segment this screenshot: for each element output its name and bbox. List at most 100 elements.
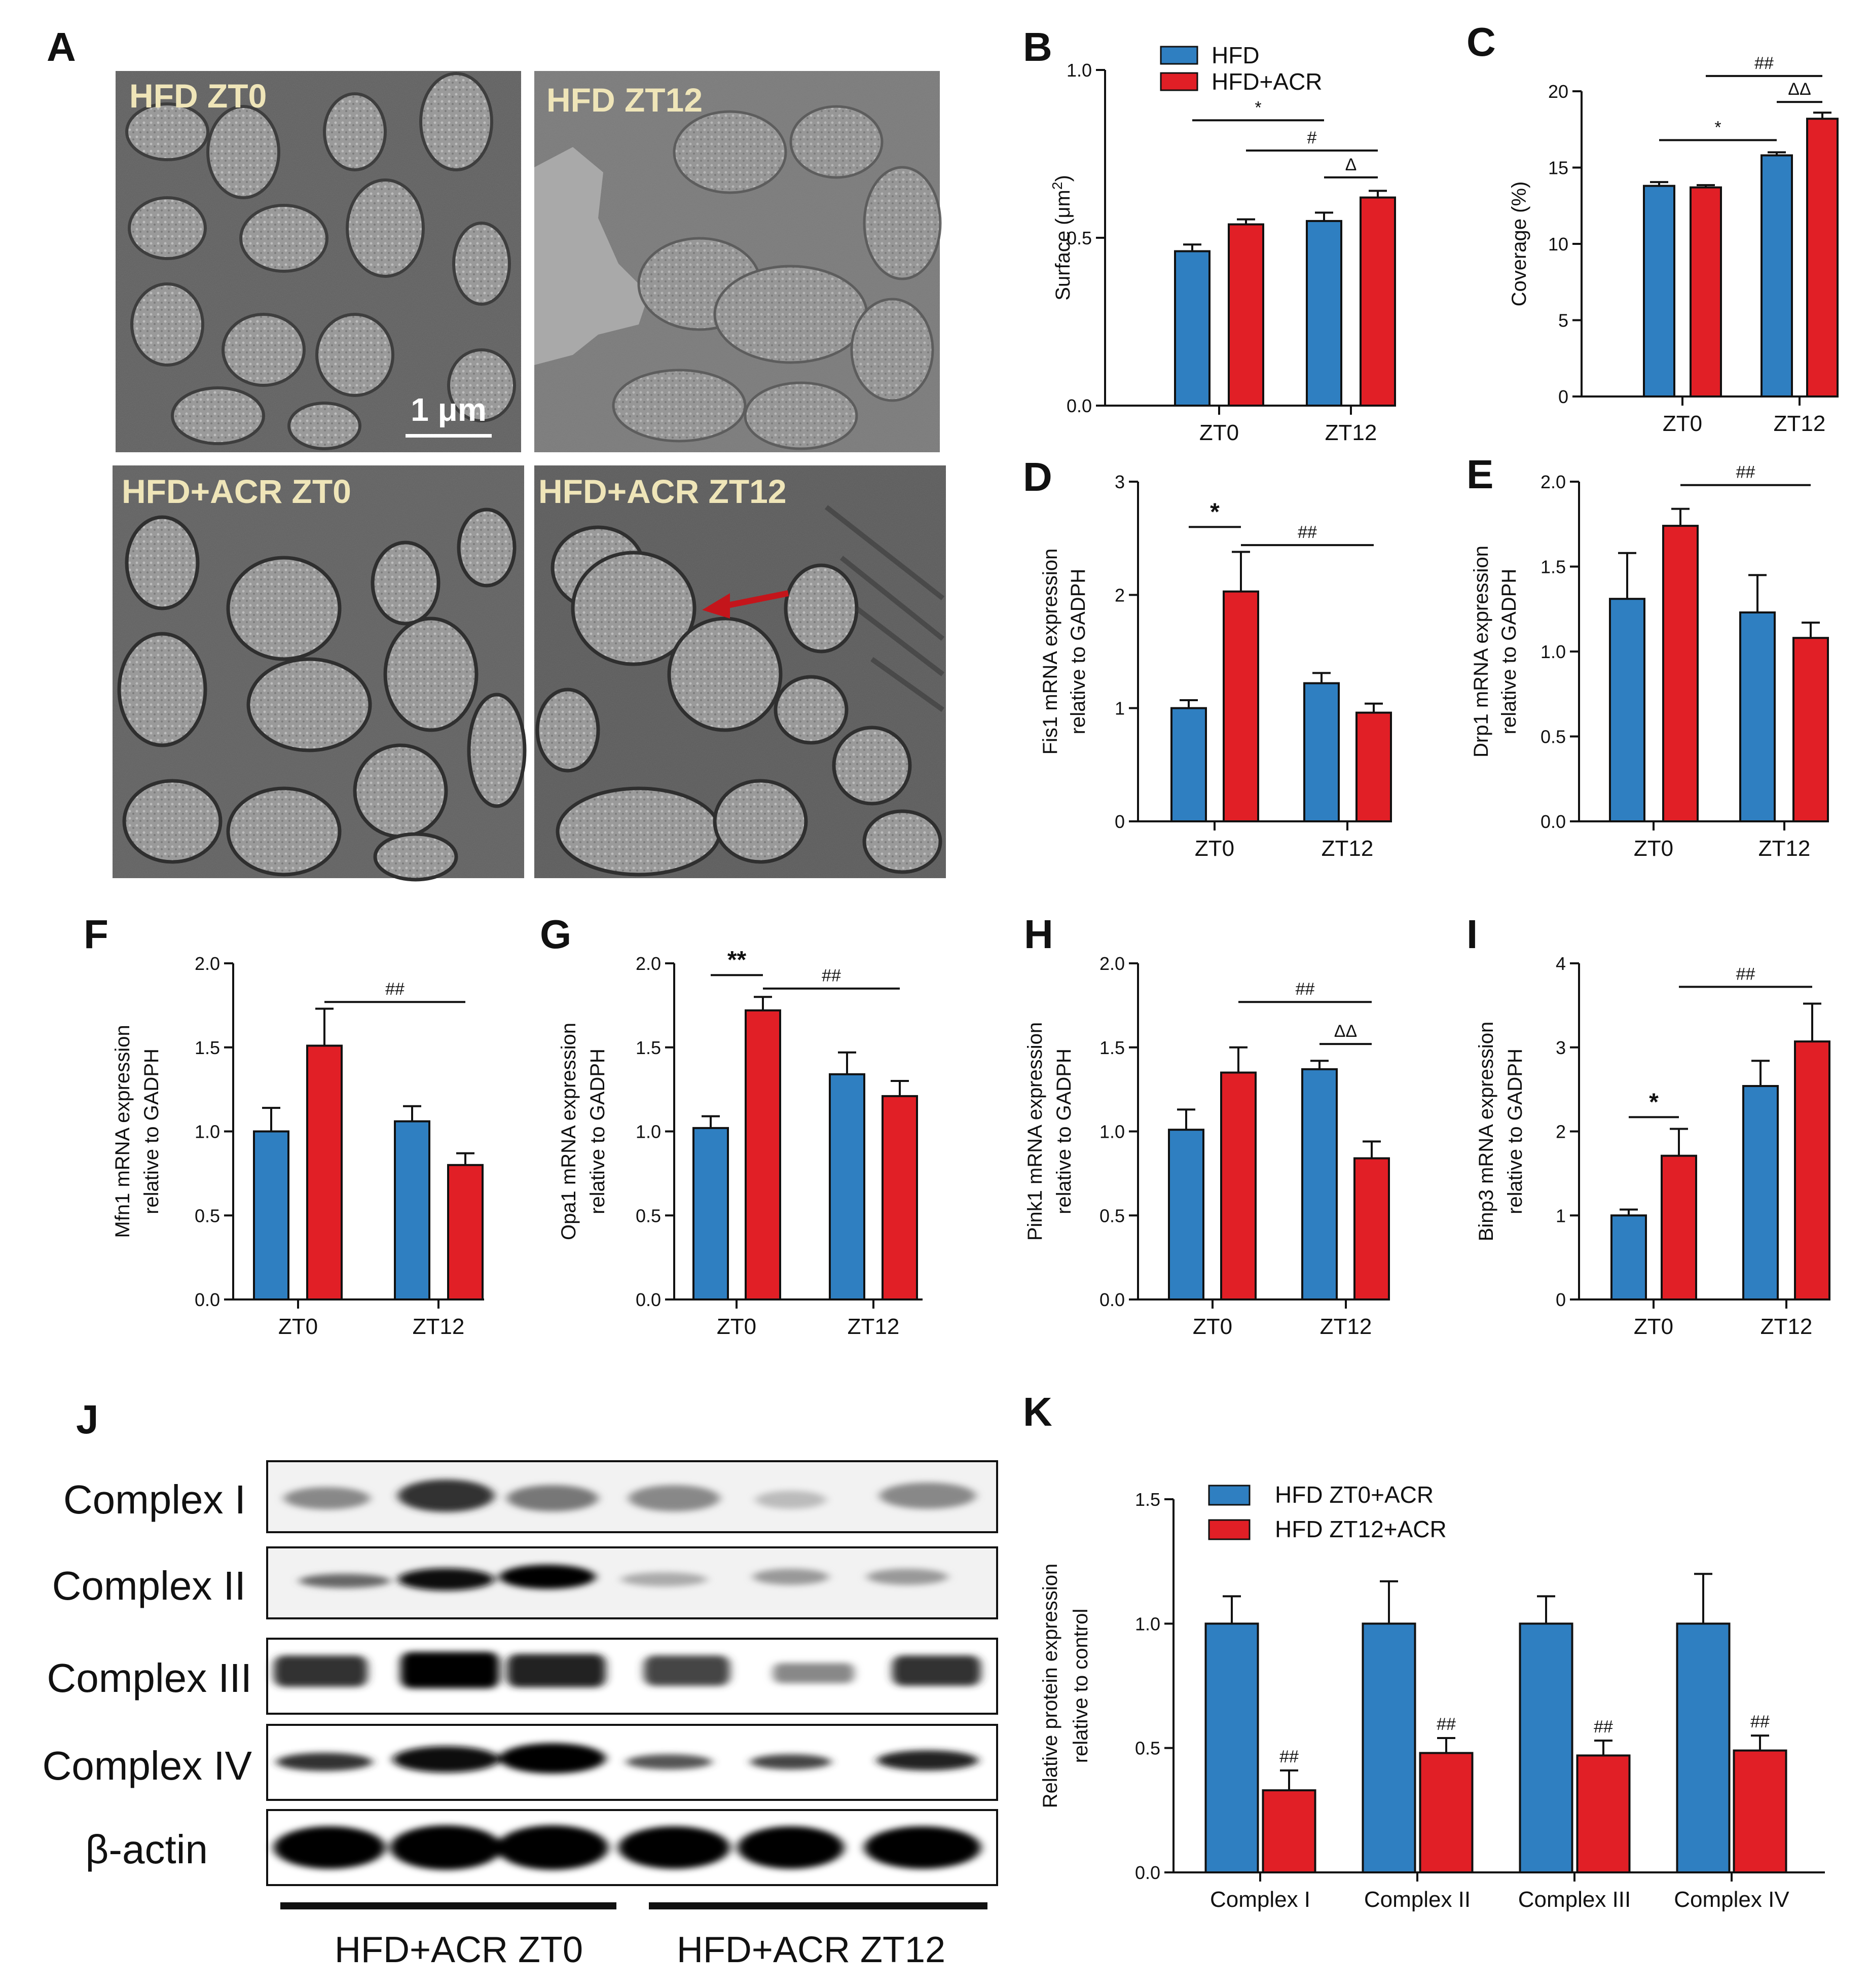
bar bbox=[306, 1044, 343, 1301]
y-tick-label: 2.0 bbox=[636, 953, 661, 974]
panel-label-i: I bbox=[1466, 912, 1478, 957]
blot-strip-beta-actin bbox=[266, 1809, 998, 1886]
bar-significance-label: ## bbox=[1437, 1715, 1456, 1734]
panel-label-c: C bbox=[1466, 19, 1496, 64]
y-tick-label: 0.5 bbox=[1135, 1738, 1160, 1759]
y-axis-label: Mfn1 mRNA expression bbox=[112, 1025, 134, 1238]
bar bbox=[1739, 611, 1776, 822]
em-label-hfd-acr-zt12: HFD+ACR ZT12 bbox=[538, 473, 787, 510]
y-axis-label-line2: relative to GADPH bbox=[1504, 1049, 1526, 1214]
significance-mark: * bbox=[1255, 98, 1261, 117]
y-tick-label: 1.0 bbox=[195, 1122, 220, 1142]
bar bbox=[1742, 1085, 1779, 1301]
panel-label-h: H bbox=[1024, 912, 1053, 957]
y-axis-label: Coverage (%) bbox=[1508, 182, 1530, 307]
em-label-hfd-zt0: HFD ZT0 bbox=[129, 77, 267, 115]
y-tick-label: 0.0 bbox=[1541, 811, 1566, 832]
y-tick-label: 0 bbox=[1556, 1289, 1566, 1310]
legend-swatch-hfd bbox=[1160, 46, 1198, 65]
bar bbox=[1262, 1789, 1316, 1874]
legend-swatch-zt12 bbox=[1208, 1519, 1251, 1540]
bar bbox=[1220, 1071, 1257, 1301]
bar-significance-label: ## bbox=[1279, 1747, 1299, 1766]
em-image-hfd-zt0: 1 μm HFD ZT0 bbox=[116, 71, 521, 452]
panel-label-f: F bbox=[84, 912, 108, 957]
bar-significance-label: ## bbox=[1750, 1712, 1770, 1731]
y-tick-label: 3 bbox=[1115, 472, 1125, 492]
bar bbox=[1676, 1622, 1731, 1873]
chart-i: 0 1 2 3 4 ZT0 ZT12 Binp3 mRNA expression relativ… bbox=[1475, 953, 1830, 1339]
scale-bar-label: 1 μm bbox=[411, 391, 486, 428]
x-tick-label: Complex I bbox=[1210, 1887, 1310, 1912]
panel-label-j: J bbox=[76, 1397, 99, 1442]
chart-e: 0.0 0.5 1.0 1.5 2.0 ZT0 ZT12 Drp1 mRNA expressi… bbox=[1470, 463, 1829, 861]
y-tick-label: 0.0 bbox=[1099, 1289, 1125, 1310]
significance-mark: ## bbox=[1736, 463, 1755, 482]
bar bbox=[1228, 223, 1264, 407]
band-label-complex-i: Complex I bbox=[63, 1477, 246, 1522]
significance-mark: ΔΔ bbox=[1334, 1022, 1357, 1041]
y-axis-label-line2: relative to GADPH bbox=[1067, 569, 1089, 735]
y-tick-label: 1.0 bbox=[636, 1122, 661, 1142]
x-tick-label: Complex II bbox=[1364, 1887, 1471, 1912]
y-tick-label: 1.0 bbox=[1541, 641, 1566, 662]
em-image-hfd-zt12: HFD ZT12 bbox=[534, 71, 942, 452]
bar bbox=[1661, 1154, 1697, 1300]
y-tick-label: 0.0 bbox=[636, 1289, 661, 1310]
bar bbox=[1360, 196, 1396, 407]
x-tick-label: ZT12 bbox=[1758, 836, 1811, 861]
significance-mark: ## bbox=[385, 980, 405, 999]
significance-mark: # bbox=[1307, 128, 1317, 148]
bar bbox=[829, 1073, 865, 1301]
bar bbox=[1301, 1068, 1338, 1300]
panel-label-k: K bbox=[1023, 1389, 1052, 1434]
y-tick-label: 0.5 bbox=[1541, 727, 1566, 747]
y-axis-label-line2: relative to control bbox=[1070, 1609, 1092, 1763]
bar bbox=[1168, 1129, 1204, 1301]
chart-f: 0.0 0.5 1.0 1.5 2.0 ZT0 ZT12 Mfn1 mRNA expressi… bbox=[112, 953, 484, 1339]
panel-label-d: D bbox=[1023, 454, 1052, 499]
bar bbox=[1761, 154, 1793, 397]
y-tick-label: 5 bbox=[1558, 310, 1568, 331]
y-tick-label: 1.0 bbox=[1067, 60, 1092, 81]
band-label-complex-ii: Complex II bbox=[52, 1563, 246, 1608]
x-tick-label: ZT12 bbox=[1761, 1314, 1813, 1339]
bar bbox=[1170, 707, 1207, 822]
y-tick-label: 0.5 bbox=[195, 1205, 220, 1226]
em-image-hfd-acr-zt12: HFD+ACR ZT12 bbox=[534, 465, 946, 878]
arrow-shaft bbox=[724, 590, 789, 609]
bar bbox=[1643, 185, 1675, 397]
legend-label-acr: HFD+ACR bbox=[1212, 68, 1323, 95]
y-tick-label: 15 bbox=[1548, 158, 1568, 178]
significance-mark: Δ bbox=[1345, 155, 1357, 174]
bar bbox=[1519, 1622, 1573, 1873]
panel-label-e: E bbox=[1466, 452, 1493, 497]
y-tick-label: 0.5 bbox=[1099, 1205, 1125, 1226]
blot-strip-complex-i bbox=[266, 1460, 998, 1533]
blot-strip-complex-iv bbox=[266, 1724, 998, 1801]
bar bbox=[1362, 1622, 1416, 1873]
x-tick-label: Complex IV bbox=[1674, 1887, 1789, 1912]
bar bbox=[692, 1127, 729, 1301]
bar-significance-label: ## bbox=[1594, 1717, 1613, 1737]
bar bbox=[1204, 1622, 1259, 1873]
y-axis-label: Opa1 mRNA expression bbox=[558, 1023, 580, 1240]
y-tick-label: 1.5 bbox=[195, 1037, 220, 1058]
em-label-hfd-zt12: HFD ZT12 bbox=[546, 81, 703, 119]
y-axis-label: Fis1 mRNA expression bbox=[1039, 549, 1061, 755]
chart-d: 0 1 2 3 ZT0 ZT12 Fis1 mRNA expression relative … bbox=[1039, 472, 1392, 861]
bar bbox=[1223, 590, 1259, 822]
band-label-beta-actin: β-actin bbox=[85, 1827, 208, 1872]
x-tick-label: ZT0 bbox=[1634, 1314, 1673, 1339]
y-tick-label: 20 bbox=[1548, 81, 1568, 102]
bar bbox=[1690, 186, 1722, 397]
group-label-zt0: HFD+ACR ZT0 bbox=[335, 1930, 583, 1970]
significance-mark: ## bbox=[822, 966, 841, 986]
band-label-complex-iii: Complex III bbox=[47, 1655, 252, 1701]
bar bbox=[447, 1164, 484, 1301]
chart-b: 0.0 0.5 1.0 ZT0 ZT12 Surface (μm2) * # Δ bbox=[1049, 60, 1396, 445]
bar bbox=[1733, 1749, 1787, 1873]
chart-g: 0.0 0.5 1.0 1.5 2.0 ZT0 ZT12 Opa1 mRNA expressi… bbox=[558, 947, 923, 1339]
chart-c: 0 5 10 15 20 ZT0 ZT12 Coverage (%) ## ΔΔ * bbox=[1508, 54, 1839, 436]
group-bar-zt0 bbox=[280, 1902, 616, 1909]
